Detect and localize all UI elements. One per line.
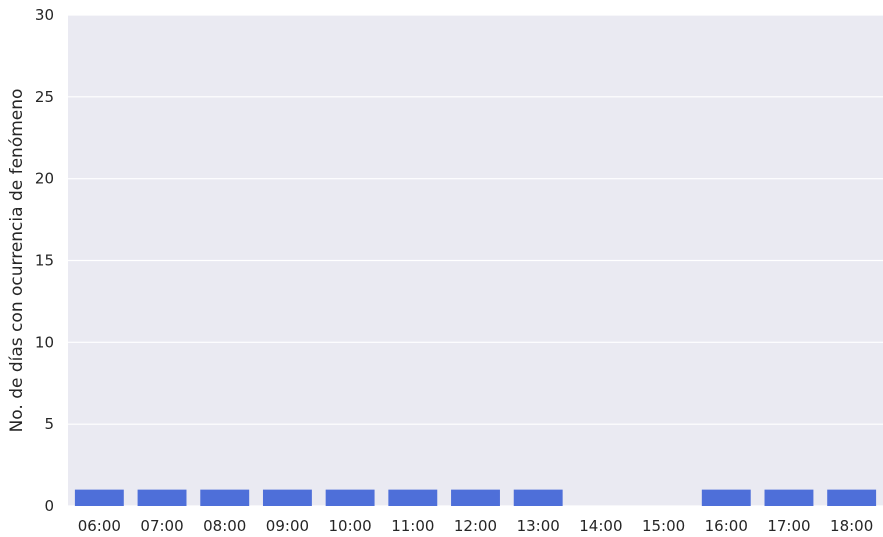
x-tick-label: 07:00	[140, 517, 183, 535]
bar-12:00	[451, 489, 500, 506]
x-tick-label: 14:00	[579, 517, 622, 535]
x-tick-label: 18:00	[830, 517, 873, 535]
bar-10:00	[325, 489, 375, 506]
x-tick-label: 06:00	[78, 517, 121, 535]
bar-17:00	[764, 489, 814, 506]
y-tick-label: 25	[35, 88, 54, 106]
y-tick-label: 5	[44, 415, 54, 433]
x-tick-label: 10:00	[328, 517, 371, 535]
x-tick-label: 09:00	[266, 517, 309, 535]
y-tick-label: 10	[35, 333, 54, 351]
y-tick-label: 15	[35, 252, 54, 270]
y-tick-label: 20	[35, 170, 54, 188]
y-tick-labels: 0 5 10 15 20 25 30	[35, 6, 54, 515]
bar-13:00	[513, 489, 563, 506]
x-tick-label: 08:00	[203, 517, 246, 535]
bar-08:00	[200, 489, 250, 506]
x-tick-label: 17:00	[767, 517, 810, 535]
bars	[74, 489, 877, 506]
bar-06:00	[74, 489, 124, 506]
bar-07:00	[137, 489, 187, 506]
bar-09:00	[262, 489, 312, 506]
x-tick-label: 16:00	[705, 517, 748, 535]
bar-11:00	[388, 489, 438, 506]
y-tick-label: 30	[35, 6, 54, 24]
bar-16:00	[701, 489, 751, 506]
x-tick-label: 13:00	[517, 517, 560, 535]
x-tick-label: 11:00	[391, 517, 434, 535]
y-tick-label: 0	[44, 497, 54, 515]
y-axis-label: No. de días con ocurrencia de fenómeno	[7, 89, 27, 433]
bar-18:00	[827, 489, 877, 506]
x-tick-label: 12:00	[454, 517, 497, 535]
x-tick-labels: 06:00 07:00 08:00 09:00 10:00 11:00 12:00 13:00…	[78, 517, 874, 535]
x-tick-label: 15:00	[642, 517, 685, 535]
